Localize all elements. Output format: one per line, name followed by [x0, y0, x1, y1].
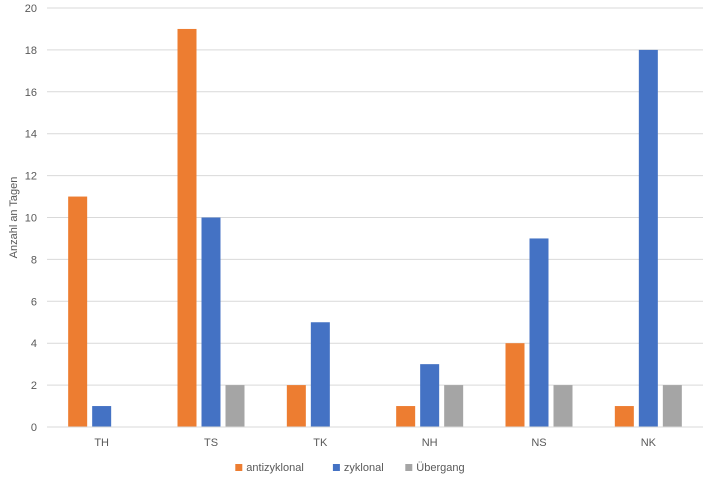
bar-antizyklonal-NS — [505, 343, 525, 427]
bar-Übergang-NH — [444, 385, 464, 427]
bar-zyklonal-NS — [529, 238, 549, 427]
bar-zyklonal-TS — [201, 217, 221, 427]
bar-antizyklonal-NK — [614, 406, 634, 427]
legend: antizyklonal zyklonal Übergang — [235, 462, 465, 474]
y-tick-label: 8 — [31, 254, 37, 266]
bar-zyklonal-TH — [92, 406, 112, 427]
y-tick-label: 4 — [31, 338, 37, 350]
bar-antizyklonal-TH — [68, 196, 88, 427]
legend-label: antizyklonal — [246, 462, 303, 474]
legend-swatch-Übergang — [405, 464, 413, 471]
y-tick-label: 12 — [25, 171, 37, 183]
y-tick-label: 16 — [25, 87, 37, 99]
y-axis-label: Anzahl an Tagen — [8, 177, 20, 259]
y-tick-label: 20 — [25, 3, 37, 15]
y-axis-ticks: 0 2 4 6 8 10 12 14 16 18 20 — [25, 3, 37, 434]
bar-Übergang-TS — [225, 385, 245, 427]
x-tick-label: TS — [204, 437, 218, 449]
x-tick-label: NS — [531, 437, 546, 449]
y-tick-label: 18 — [25, 45, 37, 57]
bar-Übergang-NK — [662, 385, 682, 427]
legend-swatch-antizyklonal — [235, 464, 243, 471]
bar-antizyklonal-TK — [286, 385, 306, 427]
legend-label: zyklonal — [344, 462, 384, 474]
x-tick-label: NH — [422, 437, 438, 449]
legend-swatch-zyklonal — [332, 464, 340, 471]
bar-zyklonal-NH — [420, 364, 440, 427]
y-tick-label: 10 — [25, 213, 37, 225]
y-tick-label: 6 — [31, 296, 37, 308]
x-axis-ticks: TH TS TK NH NS NK — [94, 437, 656, 449]
y-tick-label: 2 — [31, 380, 37, 392]
y-tick-label: 0 — [31, 422, 37, 434]
x-tick-label: TH — [94, 437, 109, 449]
y-tick-label: 14 — [25, 129, 37, 141]
legend-label: Übergang — [416, 462, 464, 474]
bar-Übergang-NS — [553, 385, 573, 427]
x-tick-label: TK — [313, 437, 328, 449]
x-tick-label: NK — [641, 437, 657, 449]
gridlines — [47, 7, 703, 386]
bar-antizyklonal-TS — [177, 28, 197, 427]
bar-antizyklonal-NH — [396, 406, 416, 427]
bar-zyklonal-TK — [310, 322, 330, 427]
bar-zyklonal-NK — [638, 49, 658, 428]
bars — [68, 28, 682, 428]
